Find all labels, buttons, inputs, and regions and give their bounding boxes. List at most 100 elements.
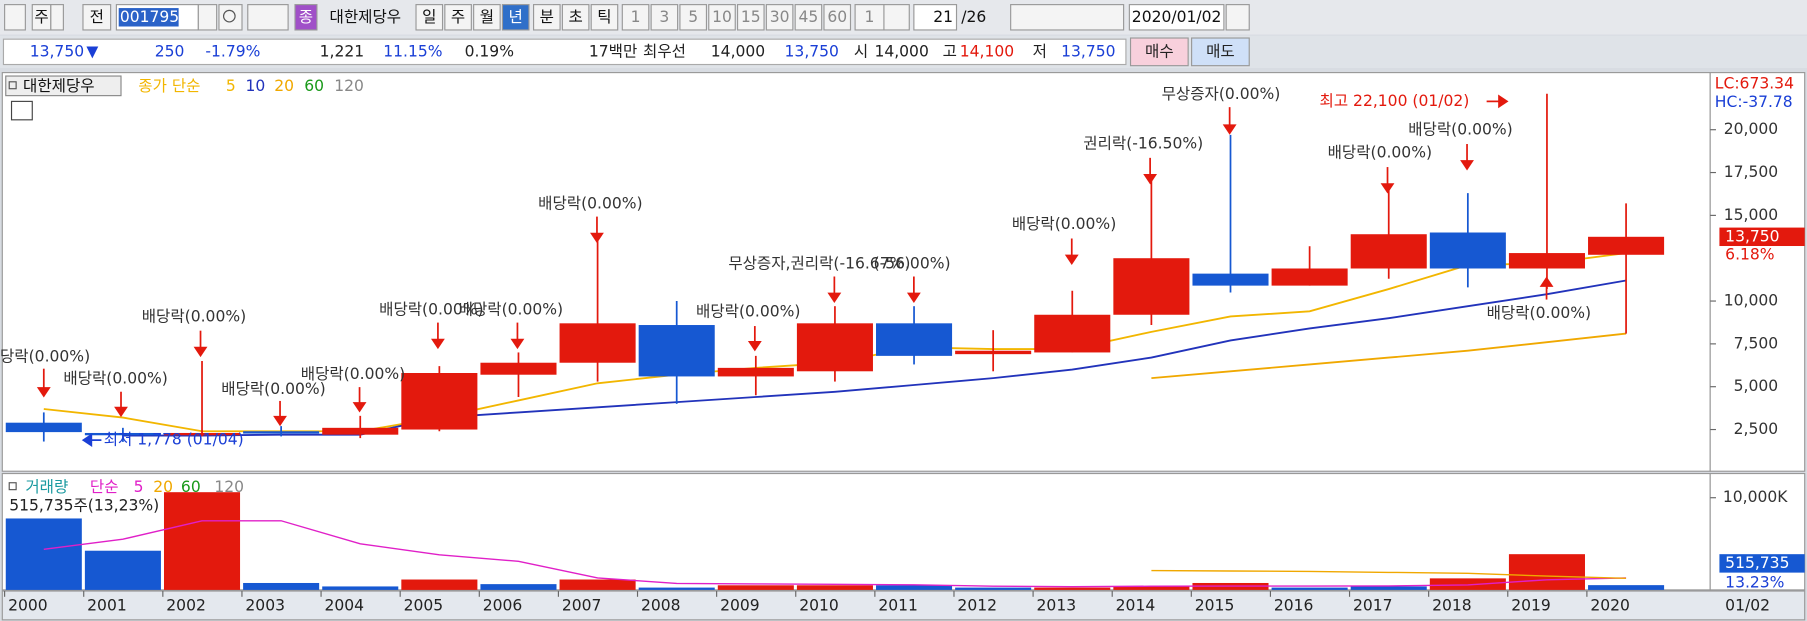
candle-body bbox=[163, 432, 241, 436]
event-annotation: 배당락(0.00%) bbox=[301, 365, 405, 383]
toolbar-button[interactable] bbox=[794, 4, 823, 31]
x-tick-label: 2000 bbox=[8, 597, 48, 615]
event-annotation: 배당락(0.00%) bbox=[63, 370, 167, 388]
volume-bar bbox=[1588, 585, 1665, 590]
x-tick-label: 2010 bbox=[799, 597, 839, 615]
low-arrowhead bbox=[81, 433, 93, 448]
toolbar-label: 1 bbox=[865, 8, 875, 26]
info-field bbox=[2, 38, 1127, 66]
dropdown[interactable] bbox=[197, 4, 218, 31]
legend-ma-label: 단순 bbox=[90, 478, 119, 496]
toolbar-button[interactable] bbox=[679, 4, 708, 31]
volume-bar bbox=[480, 584, 557, 590]
toolbar-button[interactable] bbox=[736, 4, 765, 31]
dropdown[interactable] bbox=[883, 4, 910, 31]
volume-bar bbox=[559, 579, 636, 590]
candle-body bbox=[1429, 232, 1506, 269]
x-tick-label: 2014 bbox=[1116, 597, 1156, 615]
event-annotation: 당락(0.00%) bbox=[0, 348, 90, 366]
table-icon[interactable] bbox=[10, 100, 33, 121]
info-value: 1,221 bbox=[320, 42, 365, 60]
candle-body bbox=[1192, 273, 1269, 286]
volume-bar bbox=[796, 585, 873, 590]
toolbar-button[interactable] bbox=[82, 4, 112, 31]
event-arrowhead bbox=[827, 292, 842, 304]
x-tick-label: 2020 bbox=[1590, 597, 1630, 615]
x-tick-label: 2005 bbox=[404, 597, 444, 615]
dropdown[interactable] bbox=[50, 4, 64, 31]
sound-button[interactable] bbox=[247, 4, 289, 31]
toolbar-button[interactable] bbox=[913, 4, 958, 31]
info-value: 시 bbox=[854, 42, 868, 60]
toolbar-label: 초 bbox=[568, 8, 582, 26]
y-tick-label: 10,000 bbox=[1724, 292, 1778, 310]
toolbar-label: 10 bbox=[712, 8, 732, 26]
order-button-label: 매도 bbox=[1206, 42, 1235, 60]
toolbar-button[interactable] bbox=[590, 4, 619, 31]
toolbar-label: 대한제당우 bbox=[330, 8, 402, 26]
info-value: 14,000 bbox=[711, 42, 765, 60]
event-arrowhead bbox=[114, 406, 128, 418]
event-annotation: 배당락(0.00%) bbox=[1408, 121, 1512, 139]
toolbar-button[interactable] bbox=[561, 4, 590, 31]
last-price-label: 13,750 bbox=[1725, 227, 1779, 245]
toolbar-button[interactable] bbox=[1128, 4, 1225, 31]
toolbar-button[interactable] bbox=[854, 4, 885, 31]
toolbar-button[interactable] bbox=[501, 4, 530, 31]
volume-last-label: 515,735 bbox=[1725, 554, 1789, 572]
toolbar-label: 5 bbox=[688, 8, 698, 26]
tool-icons[interactable] bbox=[1010, 4, 1125, 31]
legend-entry: 5 bbox=[134, 478, 144, 496]
candle-body bbox=[84, 432, 161, 436]
menu-icon[interactable] bbox=[4, 4, 26, 31]
y-tick-label: 15,000 bbox=[1724, 206, 1778, 224]
event-arrowhead bbox=[1064, 254, 1079, 265]
search-button[interactable] bbox=[218, 4, 243, 31]
event-annotation: 배당락(0.00%) bbox=[142, 307, 246, 325]
event-annotation: 무상증자(0.00%) bbox=[1162, 85, 1281, 103]
toolbar-button[interactable] bbox=[473, 4, 501, 31]
candle-body bbox=[1508, 253, 1585, 269]
info-value: 14,100 bbox=[960, 42, 1014, 60]
toolbar-button[interactable] bbox=[823, 4, 852, 31]
toolbar-button[interactable] bbox=[621, 4, 650, 31]
toolbar-button[interactable] bbox=[31, 4, 52, 31]
change-label: 13.23% bbox=[1725, 573, 1784, 591]
toolbar-label: 2020/01/02 bbox=[1132, 8, 1222, 26]
x-tick-label: 2006 bbox=[483, 597, 523, 615]
event-annotation: 배당락(0.00%) bbox=[696, 303, 800, 321]
toolbar-button[interactable] bbox=[294, 4, 318, 31]
calendar-button[interactable] bbox=[1225, 4, 1250, 31]
order-button[interactable] bbox=[1191, 37, 1250, 67]
toolbar-button[interactable] bbox=[415, 4, 444, 31]
candle-body bbox=[876, 323, 953, 356]
legend-box[interactable] bbox=[5, 75, 122, 97]
high-label: 최고 22,100 (01/02) bbox=[1320, 92, 1470, 110]
toolbar-label: 주 bbox=[34, 8, 48, 26]
toolbar-label: 월 bbox=[480, 8, 494, 26]
toolbar-label: 15 bbox=[741, 8, 761, 26]
toolbar-button[interactable] bbox=[765, 4, 794, 31]
y-tick-label: 17,500 bbox=[1724, 163, 1778, 181]
volume-bar bbox=[1113, 586, 1190, 590]
volume-bar bbox=[401, 579, 478, 590]
event-annotation: 배당락(0.00%) bbox=[221, 380, 325, 398]
volume-bar bbox=[5, 518, 82, 590]
toolbar-label: 전 bbox=[90, 8, 104, 26]
order-button[interactable] bbox=[1129, 37, 1189, 67]
candle-body bbox=[717, 367, 794, 377]
candle-body bbox=[322, 427, 399, 435]
legend-entry: 10 bbox=[245, 77, 265, 95]
candle-body bbox=[559, 323, 636, 363]
x-tick-label: 2007 bbox=[562, 597, 602, 615]
event-annotation: 권리락(-16.50%) bbox=[1083, 135, 1203, 153]
event-arrowhead bbox=[590, 232, 604, 244]
toolbar-button[interactable] bbox=[708, 4, 736, 31]
info-value: 최우선 bbox=[643, 42, 686, 60]
x-tick-label: 2018 bbox=[1432, 597, 1472, 615]
toolbar-button[interactable] bbox=[444, 4, 472, 31]
volume-bar bbox=[876, 585, 953, 590]
x-tick-label: 2017 bbox=[1353, 597, 1393, 615]
toolbar-button[interactable] bbox=[532, 4, 561, 31]
toolbar-button[interactable] bbox=[650, 4, 679, 31]
